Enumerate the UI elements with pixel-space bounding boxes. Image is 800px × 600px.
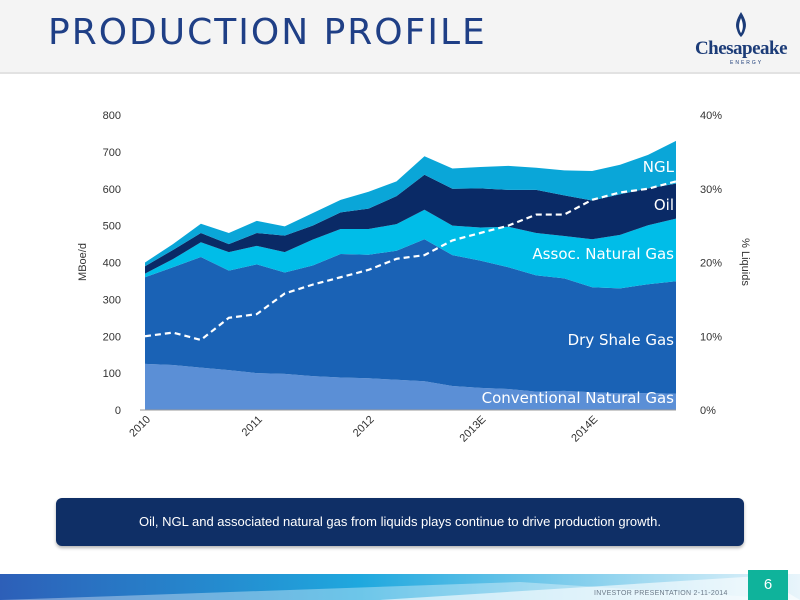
area-series-1 — [145, 239, 676, 394]
footer-band — [0, 574, 800, 600]
y-axis-title: MBoe/d — [77, 243, 89, 281]
y-tick-label-3: 300 — [103, 294, 121, 306]
y-tick-label-4: 400 — [103, 258, 121, 270]
chart-svg: 0 100 200 300 400 500 600 700 800 0% 10% 20% 30% 40% 2… — [77, 110, 751, 445]
x-tick-label-1: 2011 — [240, 414, 265, 439]
series-label-2: Assoc. Natural Gas — [532, 245, 674, 263]
y2-tick-label-1: 10% — [700, 331, 722, 343]
area-series-0 — [145, 363, 676, 410]
area-series-2 — [145, 209, 676, 289]
y-tick-label-6: 600 — [103, 184, 121, 196]
x-tick-label-0: 2010 — [127, 414, 153, 440]
company-logo: Chesapeake ENERGY — [690, 10, 792, 68]
area-series-3 — [145, 174, 676, 274]
y2-tick-label-4: 40% — [700, 110, 722, 122]
page-number: 6 — [748, 570, 788, 600]
liquids-line — [144, 180, 677, 342]
y2-tick-label-0: 0% — [700, 405, 716, 417]
header-rule — [0, 72, 800, 74]
footer-text: INVESTOR PRESENTATION 2-11-2014 — [594, 590, 728, 597]
y-tick-label-7: 700 — [103, 147, 121, 159]
logo-text: Chesapeake — [694, 38, 788, 59]
series-label-1: Dry Shale Gas — [568, 331, 675, 349]
x-tick-label-2: 2012 — [351, 414, 377, 440]
callout-banner: Oil, NGL and associated natural gas from… — [56, 498, 744, 546]
y-tick-label-1: 100 — [103, 368, 121, 380]
x-tick-label-4: 2014E — [569, 414, 600, 445]
y-tick-label-5: 500 — [103, 221, 121, 233]
y-tick-label-0: 0 — [115, 405, 121, 417]
header-band — [0, 0, 800, 72]
y2-tick-label-2: 20% — [700, 258, 722, 270]
flame-icon — [736, 12, 746, 37]
y2-axis-title: % Liquids — [739, 238, 751, 286]
series-label-0: Conventional Natural Gas — [482, 389, 675, 407]
series-label-3: Oil — [654, 196, 674, 214]
y2-tick-label-3: 30% — [700, 184, 722, 196]
series-label-4: NGL — [643, 158, 675, 176]
page-title: PRODUCTION PROFILE — [48, 12, 487, 53]
production-chart: 0 100 200 300 400 500 600 700 800 0% 10% 20% 30% 40% 2… — [0, 90, 800, 470]
y-tick-label-2: 200 — [103, 331, 121, 343]
y-tick-label-8: 800 — [103, 110, 121, 122]
area-series-4 — [145, 140, 676, 267]
x-tick-label-3: 2013E — [458, 414, 489, 445]
logo-subtext: ENERGY — [730, 60, 764, 66]
